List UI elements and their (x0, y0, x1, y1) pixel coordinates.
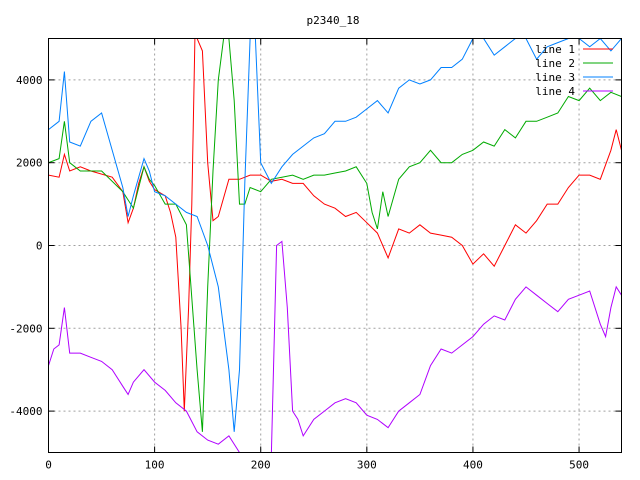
series-line-4 (48, 240, 622, 453)
chart-title: p2340_18 (307, 14, 360, 27)
legend-label-4: line 4 (535, 85, 575, 98)
axis-ticks: 0 100 200 300 400 500 -4000 -2000 0 2000 4000 (9, 38, 622, 472)
x-tick-label: 200 (251, 459, 271, 472)
y-tick-label: 0 (36, 240, 43, 253)
x-tick-label: 400 (463, 459, 483, 472)
grid (48, 38, 622, 453)
x-tick-label: 500 (569, 459, 589, 472)
legend-label-3: line 3 (535, 71, 575, 84)
y-tick-label: 2000 (16, 157, 43, 170)
x-tick-label: 100 (145, 459, 165, 472)
series-line-2 (48, 38, 622, 432)
series-line-3 (48, 38, 622, 432)
y-tick-label: 4000 (16, 74, 43, 87)
y-tick-label: -2000 (9, 322, 42, 335)
series-layer (48, 38, 622, 453)
y-tick-label: -4000 (9, 405, 42, 418)
x-tick-label: 0 (45, 459, 52, 472)
legend-label-2: line 2 (535, 57, 575, 70)
legend-label-1: line 1 (535, 43, 575, 56)
x-tick-label: 300 (357, 459, 377, 472)
